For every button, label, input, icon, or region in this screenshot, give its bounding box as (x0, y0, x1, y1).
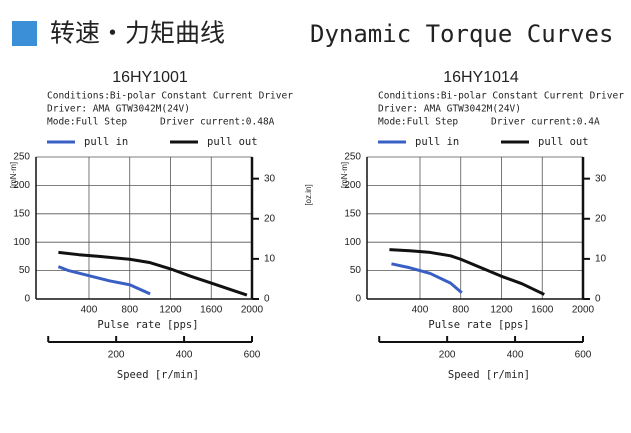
y-tick-label: 0 (355, 294, 361, 305)
y-tick-label: 50 (19, 265, 31, 276)
curve (391, 262, 463, 294)
speed-tick-label: 600 (575, 350, 592, 361)
y2-tick-label: 20 (264, 213, 276, 224)
x-axis-label: Pulse rate [pps] (97, 319, 198, 331)
x-tick-label: 2000 (241, 305, 264, 316)
y-tick-label: 250 (344, 152, 361, 163)
x-tick-label: 800 (452, 305, 469, 316)
header-subtitle: Dynamic Torque Curves (310, 20, 613, 48)
chart-title: 16HY1014 (443, 69, 519, 86)
y-axis-label: [mN·m] (9, 162, 18, 188)
x-tick-label: 800 (121, 305, 138, 316)
curve (389, 248, 545, 296)
speed-axis-label: Speed [r/min] (448, 369, 530, 381)
y2-tick-label: 0 (595, 294, 601, 305)
y-tick-label: 100 (344, 237, 361, 248)
y2-tick-label: 10 (264, 254, 276, 265)
mode: Mode:Full Step (378, 117, 458, 128)
header-title: 转速・力矩曲线 (50, 20, 225, 48)
x-tick-label: 1200 (490, 305, 513, 316)
y2-tick-label: 30 (264, 173, 276, 184)
speed-tick-label: 200 (439, 350, 456, 361)
speed-axis-label: Speed [r/min] (117, 369, 199, 381)
legend-label: pull in (84, 136, 128, 148)
x-tick-label: 400 (81, 305, 98, 316)
x-tick-label: 1600 (200, 305, 223, 316)
speed-tick-label: 200 (108, 350, 125, 361)
y-tick-label: 50 (350, 265, 362, 276)
condition: Conditions:Bi-polar Constant Current Dri… (47, 91, 293, 102)
speed-tick-label: 400 (176, 350, 193, 361)
y-tick-label: 200 (344, 180, 361, 191)
mode: Mode:Full Step (47, 117, 127, 128)
condition: Driver: AMA GTW3042M(24V) (47, 104, 190, 115)
speed-tick-label: 400 (507, 350, 524, 361)
y2-axis-label: [oz.in] (304, 184, 313, 205)
curve (57, 265, 151, 296)
y-tick-label: 200 (13, 180, 30, 191)
x-tick-label: 2000 (572, 305, 595, 316)
driver-current: Driver current:0.48A (160, 117, 275, 128)
y2-tick-label: 10 (595, 254, 607, 265)
y-tick-label: 100 (13, 237, 30, 248)
legend-label: pull out (207, 136, 258, 148)
x-tick-label: 1200 (159, 305, 182, 316)
x-tick-label: 400 (412, 305, 429, 316)
x-tick-label: 1600 (531, 305, 554, 316)
y2-tick-label: 20 (595, 213, 607, 224)
header-icon (12, 21, 37, 46)
y-tick-label: 150 (13, 208, 30, 219)
curve (58, 250, 248, 297)
driver-current: Driver current:0.4A (491, 117, 600, 128)
y2-tick-label: 0 (264, 294, 270, 305)
condition: Driver: AMA GTW3042M(24V) (378, 104, 521, 115)
legend-label: pull in (415, 136, 459, 148)
legend-label: pull out (538, 136, 589, 148)
condition: Conditions:Bi-polar Constant Current Dri… (378, 91, 624, 102)
x-axis-label: Pulse rate [pps] (428, 319, 529, 331)
chart-title: 16HY1001 (112, 69, 188, 86)
y-axis-label: [mN·m] (340, 162, 349, 188)
y-tick-label: 250 (13, 152, 30, 163)
speed-tick-label: 600 (244, 350, 261, 361)
y2-tick-label: 30 (595, 173, 607, 184)
y-tick-label: 150 (344, 208, 361, 219)
y-tick-label: 0 (24, 294, 30, 305)
